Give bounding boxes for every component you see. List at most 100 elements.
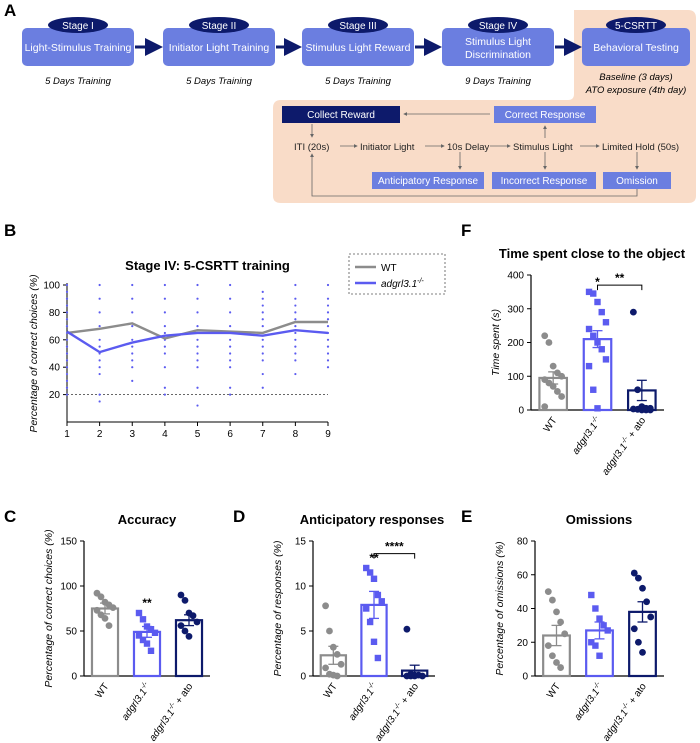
data-point [229,352,232,355]
data-point [322,602,329,610]
legend-mutant-base: adgrl3.1 [381,279,417,290]
data-point [585,288,593,296]
trial-flow: Collect Reward Correct Response ITI (20s… [282,106,679,197]
data-point [98,297,101,300]
data-point [548,652,556,660]
data-point [261,311,264,314]
data-point [326,325,330,328]
stage-box-label: Light-Stimulus Training [25,42,132,54]
data-point [294,304,297,307]
data-point [65,379,69,382]
category-label-sup: -/- [140,680,150,690]
stage-3: Stage III Stimulus Light Reward 5 Days T… [302,17,414,87]
stage-training-label-line1: Baseline (3 days) [599,72,672,83]
stage-box-label: Stimulus Light Reward [305,42,410,54]
data-point [65,297,69,300]
y-tick-label: 400 [507,271,524,282]
x-tick-label: 6 [227,429,233,440]
stimulus-light-label: Stimulus Light [513,142,573,153]
bar [582,338,613,412]
y-tick-label: 10 [295,582,307,593]
chart-b: Stage IV: 5-CSRTT training 20 40 60 80 100 1 2 3… [28,258,331,440]
incorrect-label: Incorrect Response [501,176,588,187]
data-point [541,403,549,411]
y-axis-label: Percentage of responses (%) [272,541,284,677]
data-point [261,338,264,341]
data-point [163,297,166,300]
data-point [147,626,155,633]
data-point [294,318,297,321]
stage-box [582,28,690,66]
category-label: WT [542,415,560,434]
y-tick-label: 15 [295,537,307,548]
y-tick-label: 200 [507,338,524,349]
data-point [229,338,232,341]
y-tick-label: 80 [49,308,61,319]
anticipatory-box [372,172,484,189]
data-point [131,297,134,300]
panel-label-e: E [461,507,472,526]
panel-label-c: C [4,507,16,526]
y-tick-label: 20 [49,390,61,401]
data-point [261,297,264,300]
data-point [97,593,105,601]
stage-box-label-line1: Stimulus Light [465,36,531,48]
data-point [109,604,117,611]
data-point [378,598,385,605]
data-point [639,648,646,656]
data-point [630,625,638,633]
data-point [596,615,603,622]
x-tick-label: 7 [260,429,266,440]
data-point [98,400,101,403]
data-point [196,352,199,355]
data-point [131,359,134,362]
data-point [294,338,297,341]
y-tick-label: 100 [507,372,524,383]
x-tick-label: 3 [129,429,135,440]
category-label-suffix: + ato [625,681,649,708]
data-point [65,359,69,362]
chart-c: Accuracy 0 50 100 150 Percentage of correct c… [43,512,210,743]
data-point [558,372,566,380]
category-label-base: adgrl3.1 [570,421,600,457]
data-point [163,386,166,389]
stage-box [442,28,554,66]
data-point [585,325,593,333]
data-point [151,629,159,636]
category-label-sup: -/- [167,701,177,711]
stage-pill [468,17,528,33]
data-point [98,366,101,369]
data-point [600,622,607,629]
data-point [602,356,610,363]
data-point [326,366,330,369]
category-label-base: WT [545,681,563,700]
stage-training-label: 5 Days Training [45,76,112,87]
category-label: WT [545,681,563,700]
data-point [139,616,147,623]
chart-d: Anticipatory responses 0 5 10 15 Percentage o… [272,512,444,743]
data-point [163,325,166,328]
limited-hold-label: Limited Hold (50s) [602,142,679,153]
stage-5: 5-CSRTT Behavioral Testing Baseline (3 d… [582,17,690,96]
y-tick-label: 20 [517,638,529,649]
data-point [98,393,101,396]
data-point [101,615,109,622]
data-point [196,283,199,287]
data-point [229,345,232,348]
data-point [189,612,197,620]
data-point [602,319,610,326]
data-point [196,311,199,314]
data-point [261,290,264,293]
data-point [229,325,232,328]
legend-frame [348,253,446,295]
x-tick-label: 2 [97,429,103,440]
data-point [135,632,143,639]
category-label-sup: -/- [590,414,600,424]
y-tick-label: 0 [518,406,524,417]
category-label-base: adgrl3.1 [347,687,377,723]
stage-pill-label: Stage I [62,21,94,32]
data-point [196,338,199,341]
data-point [419,672,426,680]
data-point [261,304,264,307]
data-point [326,338,330,341]
